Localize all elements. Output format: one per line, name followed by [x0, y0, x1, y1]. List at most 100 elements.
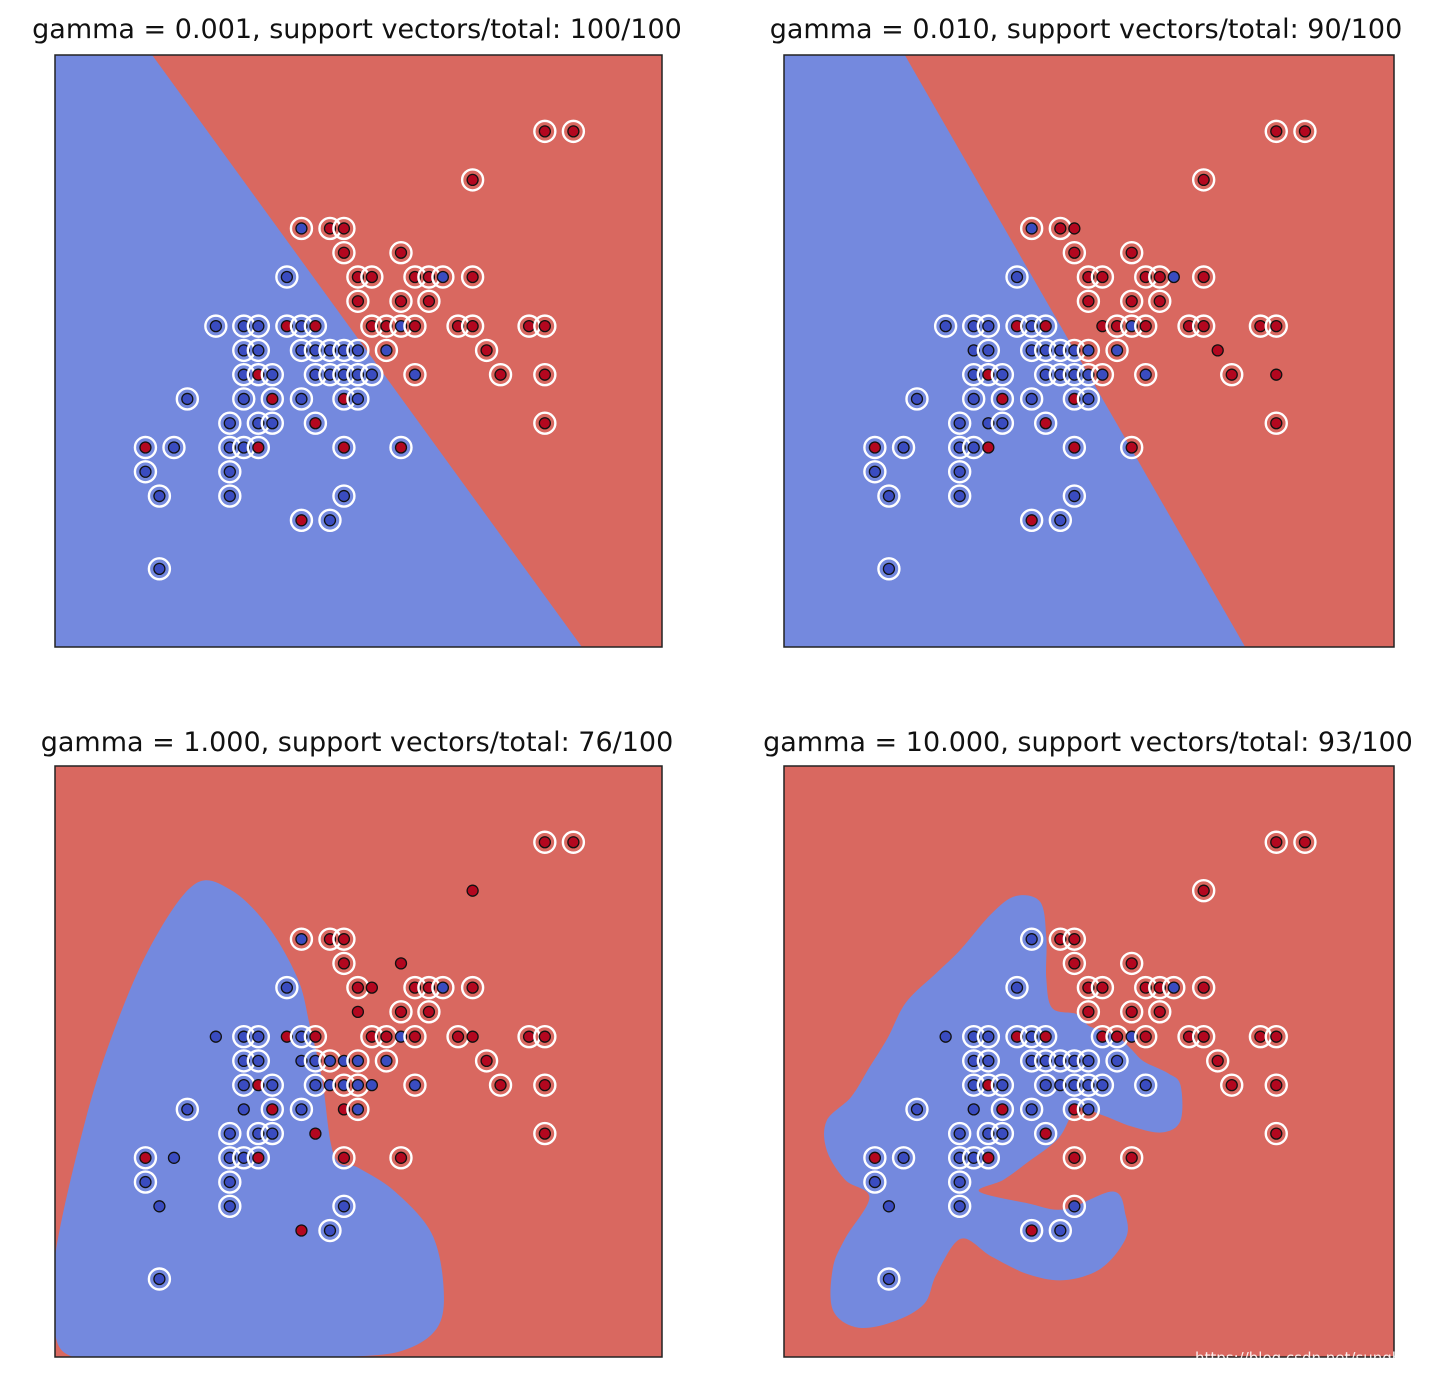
data-point-class-b — [996, 1103, 1009, 1116]
support-vector-ring — [1148, 289, 1172, 313]
support-vector-ring — [1005, 265, 1029, 289]
data-point-class-a — [237, 392, 250, 406]
data-point-class-a — [1082, 1054, 1095, 1068]
data-point-class-a — [351, 344, 365, 357]
support-vector-ring — [933, 314, 958, 338]
data-point-class-a — [237, 1151, 250, 1164]
support-vector-ring — [332, 484, 356, 508]
data-point-class-b — [295, 514, 308, 527]
data-point-class-a — [280, 981, 294, 994]
data-point-class-a — [223, 417, 236, 430]
data-point-class-b — [480, 344, 493, 357]
data-point-class-b — [1197, 1030, 1210, 1043]
data-point-class-a — [1096, 368, 1109, 381]
support-vector-ring — [1220, 362, 1244, 387]
data-point-class-a — [237, 344, 250, 357]
data-point-class-a — [1025, 1103, 1038, 1116]
data-point-class-a — [153, 489, 166, 503]
support-vector-ring — [1076, 289, 1101, 313]
data-point-class-b — [1197, 173, 1210, 187]
support-vector-ring — [303, 1024, 328, 1049]
support-vector-ring — [1048, 508, 1073, 533]
data-point-class-a — [1167, 270, 1180, 284]
data-point-class-b — [1254, 319, 1267, 333]
support-vector-ring — [990, 362, 1015, 387]
data-point-class-a — [337, 1200, 351, 1213]
support-vector-ring — [1019, 927, 1044, 951]
support-vector-ring — [1090, 265, 1115, 289]
support-vector-ring — [289, 216, 314, 241]
data-point-class-a — [237, 368, 250, 381]
support-vector-ring — [1264, 1073, 1288, 1097]
data-point-class-a — [967, 1078, 980, 1092]
data-point-class-b — [1110, 319, 1124, 333]
support-vector-ring — [389, 289, 413, 313]
data-point-class-a — [897, 1151, 910, 1164]
data-point-class-a — [223, 1127, 236, 1140]
data-point-class-b — [1139, 1030, 1152, 1043]
data-point-class-a — [953, 1200, 966, 1213]
data-point-class-b — [1025, 1224, 1038, 1237]
panel-title: gamma = 1.000, support vectors/total: 76… — [41, 727, 674, 758]
support-vector-ring — [1005, 975, 1029, 1000]
data-point-class-a — [967, 319, 980, 333]
support-vector-ring — [533, 119, 557, 144]
data-point-class-b — [1125, 1151, 1138, 1164]
data-point-class-b — [337, 441, 351, 454]
support-vector-ring — [990, 411, 1015, 435]
support-vector-ring — [1105, 338, 1129, 363]
data-point-class-a — [266, 1078, 279, 1092]
data-point-class-b — [1039, 1127, 1052, 1140]
data-point-class-b — [982, 441, 995, 454]
data-point-class-b — [466, 884, 479, 897]
support-vector-ring — [1090, 1073, 1115, 1097]
data-point-class-b — [1197, 884, 1210, 897]
data-point-class-a — [967, 392, 980, 406]
data-point-class-b — [1125, 957, 1138, 970]
support-vector-ring — [533, 411, 557, 435]
panel-gamma-10000: gamma = 10.000, support vectors/total: 9… — [763, 727, 1413, 1358]
data-point-class-a — [1082, 392, 1095, 406]
data-point-class-b — [868, 441, 882, 454]
support-vector-ring — [346, 1049, 370, 1073]
support-vector-ring — [1162, 975, 1186, 1000]
data-point-class-b — [1096, 319, 1109, 333]
data-point-class-b — [408, 319, 422, 333]
data-point-class-b — [538, 1078, 551, 1092]
support-vector-ring — [976, 1049, 1001, 1073]
data-point-class-a — [351, 1054, 365, 1068]
support-vector-ring — [1119, 1146, 1144, 1170]
data-point-class-a — [967, 1030, 980, 1043]
support-vector-ring — [962, 387, 986, 411]
data-point-class-b — [538, 125, 551, 138]
data-point-class-a — [1025, 392, 1038, 406]
data-point-class-b — [1125, 441, 1138, 454]
data-point-class-b — [351, 1005, 365, 1019]
support-vector-ring — [1062, 927, 1087, 951]
support-vector-ring — [990, 1073, 1015, 1097]
support-vector-ring — [863, 435, 887, 460]
data-point-class-a — [1068, 1200, 1081, 1213]
support-vector-ring — [1264, 1024, 1288, 1049]
data-point-class-b — [1082, 295, 1095, 308]
data-point-class-b — [139, 1151, 152, 1164]
data-point-class-a — [1025, 933, 1038, 946]
data-point-class-a — [365, 1078, 379, 1092]
data-point-class-b — [538, 836, 551, 849]
data-point-class-b — [422, 295, 436, 308]
support-vector-ring — [246, 314, 271, 338]
support-vector-ring — [1019, 216, 1044, 241]
data-point-class-b — [1270, 1127, 1283, 1140]
support-vector-ring — [374, 338, 399, 363]
support-vector-ring — [147, 1267, 172, 1291]
data-point-class-a — [223, 465, 236, 478]
data-point-class-a — [982, 1054, 995, 1068]
data-point-class-b — [337, 222, 351, 235]
data-point-class-a — [237, 1078, 250, 1092]
support-vector-ring — [218, 1121, 242, 1146]
data-point-class-b — [309, 417, 322, 430]
support-vector-ring — [863, 1146, 887, 1170]
data-point-class-a — [223, 489, 236, 503]
support-vector-ring — [1090, 362, 1115, 387]
data-point-class-b — [309, 1030, 322, 1043]
